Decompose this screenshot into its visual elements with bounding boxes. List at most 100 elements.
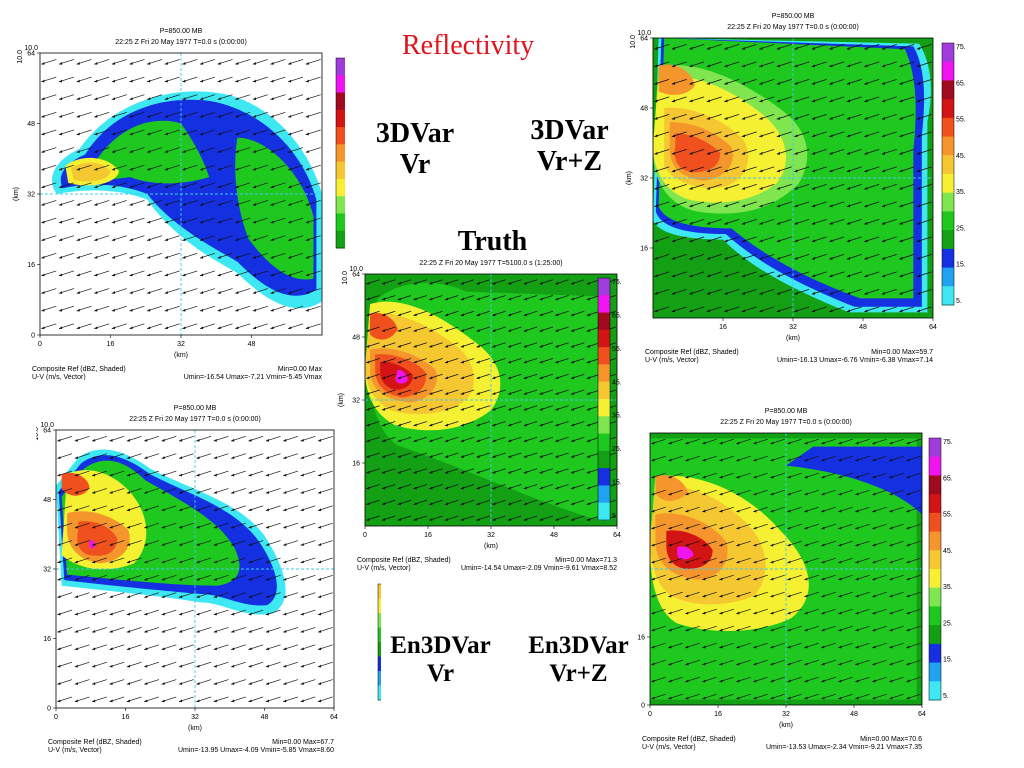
wind-arrowhead	[689, 64, 693, 68]
colorbar-tick-label: 75.	[612, 279, 622, 286]
wind-arrowhead	[126, 577, 131, 581]
wind-arrowhead	[787, 492, 791, 496]
wind-arrowhead	[741, 239, 746, 243]
x-tick-label: 64	[613, 532, 621, 539]
wind-arrowhead	[126, 438, 131, 442]
wind-arrowhead	[811, 81, 816, 85]
wind-arrowhead	[741, 291, 746, 295]
wind-arrowhead	[787, 543, 791, 547]
x-tick-label: 48	[850, 711, 858, 718]
wind-arrowhead	[397, 329, 401, 332]
wind-arrowhead	[109, 595, 113, 599]
wind-arrowhead	[381, 344, 386, 348]
wind-arrowhead	[161, 699, 165, 703]
wind-arrowhead	[252, 167, 257, 171]
wind-arrowhead	[41, 238, 45, 242]
wind-arrowhead	[111, 255, 116, 259]
wind-arrowhead	[702, 662, 706, 666]
wind-arrowhead	[196, 612, 200, 616]
wind-arrowhead	[199, 185, 204, 189]
wind-arrowhead	[811, 221, 816, 225]
wind-arrowhead	[906, 628, 910, 632]
wind-arrowhead	[178, 577, 183, 581]
wind-arrowhead	[719, 594, 723, 598]
colorbar-segment	[929, 625, 941, 645]
wind-arrowhead	[654, 291, 658, 295]
wind-arrowhead	[794, 151, 798, 155]
colorbar-segment	[929, 606, 941, 626]
footer-vector-description: U-V (m/s, Vector)	[645, 357, 699, 364]
wind-arrowhead	[476, 281, 480, 285]
wind-arrowhead	[366, 486, 370, 490]
wind-arrowhead	[671, 169, 676, 173]
wind-arrowhead	[736, 628, 740, 632]
footer-minmax: Min=0.00 Max=67.7	[272, 739, 334, 746]
wind-arrowhead	[872, 645, 876, 649]
wind-arrowhead	[460, 518, 464, 521]
wind-arrowhead	[252, 185, 257, 189]
label-line: Vr+Z	[536, 146, 603, 178]
wind-arrowhead	[94, 132, 98, 136]
wind-arrowhead	[654, 99, 658, 103]
wind-arrowhead	[74, 456, 78, 460]
x-tick-label: 48	[248, 341, 256, 348]
colorbar-segment	[598, 329, 610, 348]
reflectivity-field	[653, 38, 931, 313]
wind-arrowhead	[724, 274, 728, 278]
wind-arrowhead	[741, 151, 746, 155]
wind-arrowhead	[265, 682, 270, 685]
wind-arrowhead	[41, 79, 45, 83]
wind-arrowhead	[770, 577, 774, 581]
wind-arrowhead	[231, 456, 235, 460]
wind-arrowhead	[217, 220, 221, 224]
wind-arrowhead	[147, 167, 151, 171]
wind-arrowhead	[671, 256, 676, 260]
wind-arrowhead	[248, 456, 252, 460]
wind-arrowhead	[283, 543, 287, 546]
y-tick-label: 0	[31, 333, 35, 340]
wind-arrowhead	[829, 291, 833, 295]
wind-arrowhead	[182, 273, 186, 277]
wind-arrowhead	[252, 273, 257, 277]
wind-arrowhead	[724, 309, 728, 313]
wind-arrowhead	[94, 291, 98, 294]
slide-title: Reflectivity	[402, 30, 535, 61]
wind-arrowhead	[855, 492, 859, 496]
wind-arrowhead	[270, 203, 274, 206]
wind-arrowhead	[147, 238, 151, 242]
colorbar-frame	[928, 437, 942, 701]
wind-arrowhead	[794, 274, 798, 278]
wind-arrowhead	[555, 470, 559, 474]
wind-arrowhead	[811, 46, 816, 50]
wind-arrowhead	[794, 239, 798, 243]
wind-arrowhead	[129, 291, 133, 294]
colorbar-tick-label: 25.	[943, 620, 953, 627]
wind-arrowhead	[523, 518, 527, 521]
wind-arrowhead	[231, 525, 235, 529]
wind-arrowhead	[144, 490, 148, 494]
wind-arrowhead	[899, 116, 903, 120]
wind-arrowhead	[689, 99, 693, 103]
wind-arrowhead	[906, 577, 910, 581]
wind-arrowhead	[213, 508, 217, 512]
wind-arrowhead	[57, 595, 61, 599]
wind-arrowhead	[570, 470, 575, 474]
reflectivity-field	[52, 91, 322, 309]
wind-arrowhead	[872, 543, 876, 547]
wind-arrowhead	[444, 392, 449, 395]
colorbar-tick-label: 45.	[956, 153, 966, 160]
wind-arrowhead	[164, 308, 168, 312]
wind-arrowhead	[838, 611, 842, 615]
wind-arrowhead	[753, 458, 757, 462]
wind-arrowhead	[429, 392, 433, 395]
wind-arrowhead	[300, 473, 304, 477]
wind-arrowhead	[92, 560, 96, 564]
colorbar-segment	[929, 662, 941, 682]
wind-arrowhead	[916, 99, 921, 103]
wind-arrowhead	[787, 628, 791, 632]
wind-arrowhead	[821, 458, 825, 462]
wind-arrowhead	[58, 220, 63, 224]
wind-arrowhead	[651, 509, 655, 513]
wind-arrowhead	[702, 441, 706, 445]
wind-arrowhead	[492, 407, 496, 411]
